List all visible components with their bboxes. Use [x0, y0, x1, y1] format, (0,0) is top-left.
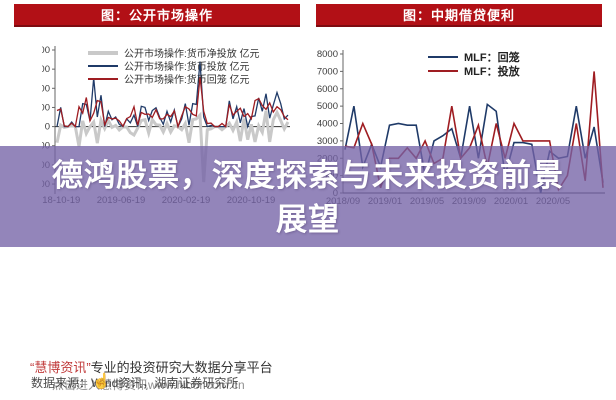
mlf-withdrawal-line-swatch — [428, 56, 458, 58]
y-tick-label: 4000 — [317, 119, 338, 130]
y-tick-label: 20000 — [42, 45, 50, 56]
series-line — [56, 76, 289, 129]
footer: “慧博资讯”专业的投资研究大数据分享平台 数据来源：Wind资讯，湖南证券研究所… — [30, 357, 273, 392]
mlf-injection-line-swatch — [428, 70, 458, 72]
legend-row: MLF：回笼 — [428, 50, 520, 64]
legend-row: 公开市场操作:货币投放 亿元 — [88, 59, 260, 73]
legend-label: 公开市场操作:货币投放 亿元 — [124, 62, 250, 73]
y-tick-label: 5000 — [317, 101, 338, 112]
y-tick-label: 6000 — [317, 84, 338, 95]
article-title: 德鸿股票，深度探索与未来投资前景展望 — [52, 158, 564, 238]
tagline-text: 专业的投资研究大数据分享平台 — [90, 360, 273, 375]
y-tick-label: 15000 — [42, 64, 50, 75]
legend-row: MLF：投放 — [428, 64, 520, 78]
footer-tagline: “慧博资讯”专业的投资研究大数据分享平台 — [30, 357, 273, 376]
hibor-link[interactable]: 点击进入慧博资讯www.hibor.com.cn — [52, 378, 245, 392]
legend-row: 公开市场操作:货币净投放 亿元 — [88, 46, 260, 60]
series-line — [56, 61, 289, 129]
title-overlay: 德鸿股票，深度探索与未来投资前景展望 — [0, 146, 616, 247]
withdrawal-line-swatch — [88, 77, 118, 80]
chart-title-omo: 图：公开市场操作 — [14, 4, 300, 27]
mlf-legend: MLF：回笼 MLF：投放 — [428, 50, 520, 78]
y-tick-label: 8000 — [317, 49, 338, 60]
y-tick-label: 0 — [45, 122, 50, 133]
y-tick-label: 3000 — [317, 136, 338, 147]
data-source-note: 数据来源：Wind资讯，湖南证券研究所 — [31, 376, 239, 390]
y-tick-label: 5000 — [42, 102, 50, 113]
hand-cursor-icon: ☝ — [92, 373, 111, 390]
series-line — [55, 108, 290, 183]
chart-title-mlf: 图：中期借贷便利 — [316, 4, 602, 27]
legend-label: MLF：回笼 — [464, 52, 520, 64]
net-injection-line-swatch — [88, 50, 118, 55]
legend-label: 公开市场操作:货币净投放 亿元 — [124, 49, 260, 60]
y-tick-label: 7000 — [317, 66, 338, 77]
omo-legend: 公开市场操作:货币净投放 亿元 公开市场操作:货币投放 亿元 公开市场操作:货币… — [88, 46, 260, 86]
injection-line-swatch — [88, 64, 118, 67]
legend-row: 公开市场操作:货币回笼 亿元 — [88, 72, 260, 86]
y-tick-label: 10000 — [42, 83, 50, 94]
legend-label: 公开市场操作:货币回笼 亿元 — [124, 75, 250, 86]
brand-name: “慧博资讯” — [30, 360, 91, 375]
legend-label: MLF：投放 — [464, 66, 520, 78]
